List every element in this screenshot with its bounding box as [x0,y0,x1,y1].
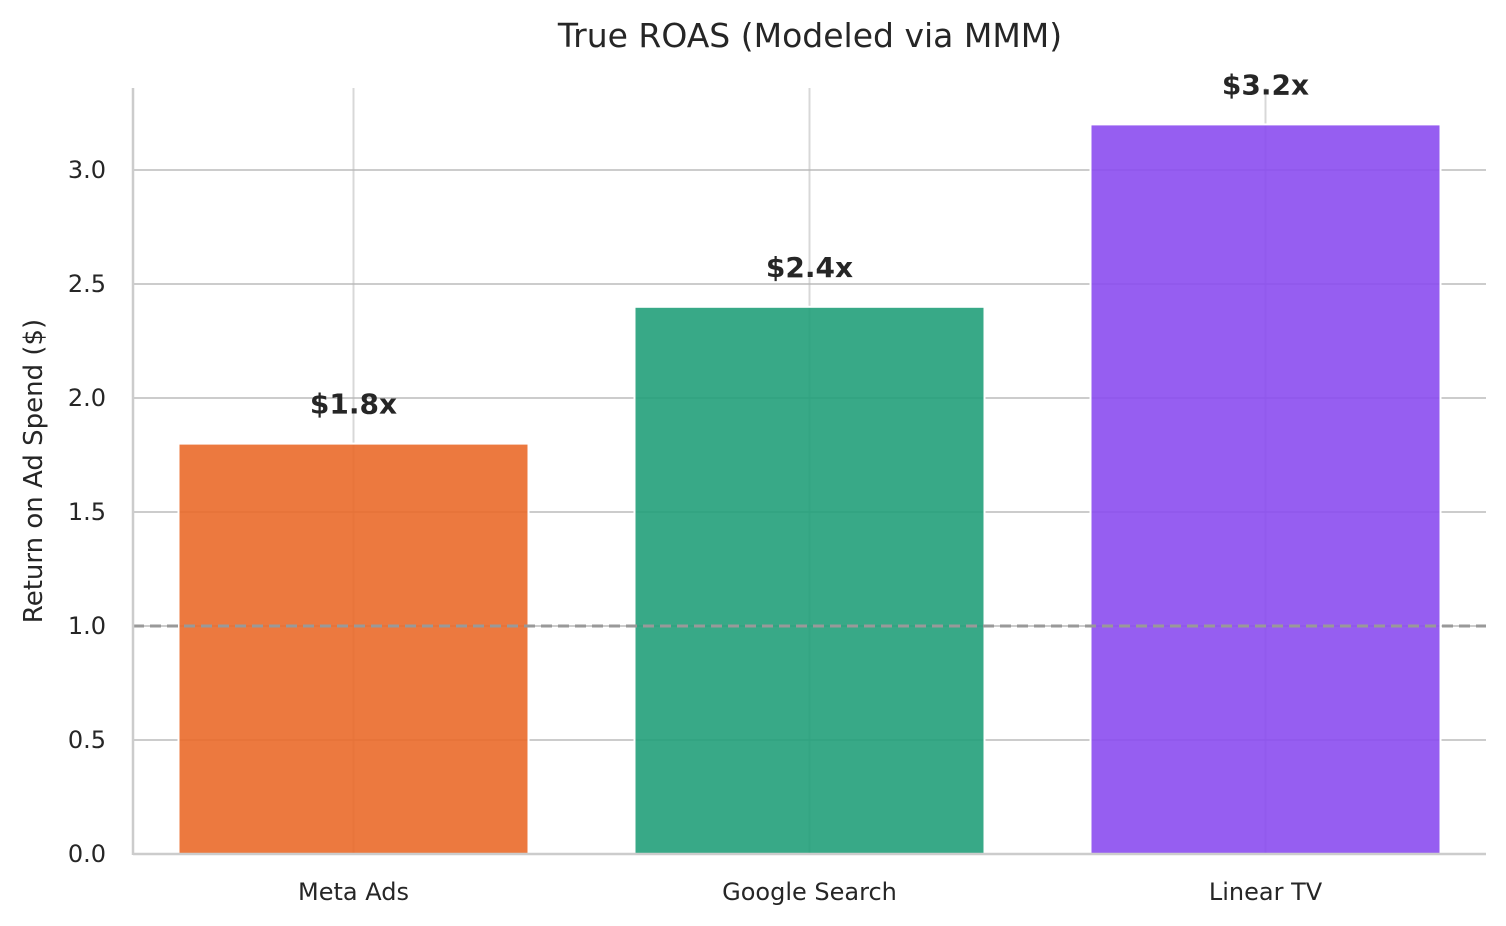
y-tick-label: 2.0 [68,384,106,412]
x-tick-label: Meta Ads [298,878,409,906]
axes [131,88,1486,856]
x-tick-label: Google Search [722,878,897,906]
y-tick-label: 0.5 [68,726,106,754]
y-tick-label: 3.0 [68,156,106,184]
y-tick-label: 2.5 [68,270,106,298]
labels: 0.0 0.5 1.0 1.5 2.0 2.5 3.0 Meta Ads $1.8x Google… [68,68,1323,906]
data-label: $3.2x [1222,68,1309,101]
y-tick-label: 1.5 [68,498,106,526]
bar-meta-ads [177,442,530,855]
data-label: $1.8x [310,388,397,421]
chart-title: True ROAS (Modeled via MMM) [557,16,1062,55]
bar-linear-tv [1089,123,1442,855]
bar-google-search [633,305,986,855]
data-label: $2.4x [766,251,853,284]
y-tick-label: 0.0 [68,840,106,868]
y-axis-label: Return on Ad Spend ($) [19,319,49,623]
y-tick-label: 1.0 [68,612,106,640]
x-tick-label: Linear TV [1209,878,1323,906]
